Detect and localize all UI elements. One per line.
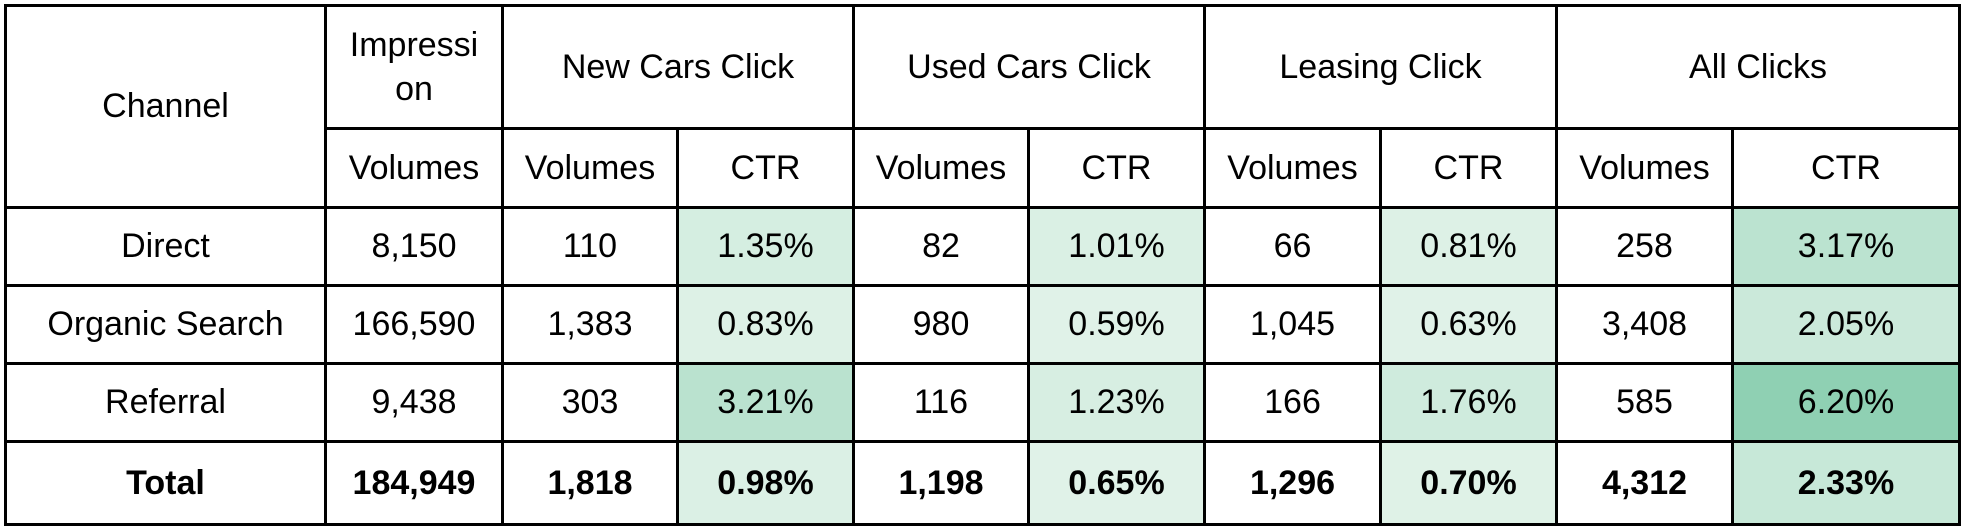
leasing-click-header: Leasing Click xyxy=(1203,4,1558,130)
new-cars-volumes-cell: 110 xyxy=(501,206,679,287)
table-row: Organic Search 166,590 1,383 0.83% 980 0.59% 1… xyxy=(4,284,1961,365)
table-row: Direct 8,150 110 1.35% 82 1.01% 66 0.81% 258 3.17… xyxy=(4,206,1961,287)
leasing-ctr-cell: 0.81% xyxy=(1379,206,1558,287)
channel-cell: Direct xyxy=(4,206,327,287)
all-clicks-ctr-cell: 2.05% xyxy=(1731,284,1961,365)
used-cars-volumes-cell: 82 xyxy=(852,206,1030,287)
new-cars-volumes-cell: 303 xyxy=(501,362,679,443)
used-cars-volumes-cell: 1,198 xyxy=(852,440,1030,526)
all-clicks-ctr-cell: 6.20% xyxy=(1731,362,1961,443)
new-cars-ctr-cell: 0.98% xyxy=(676,440,855,526)
leasing-volumes-cell: 166 xyxy=(1203,362,1382,443)
used-cars-volumes-cell: 116 xyxy=(852,362,1030,443)
channel-cell: Organic Search xyxy=(4,284,327,365)
used-cars-click-header: Used Cars Click xyxy=(852,4,1206,130)
used-cars-volumes-cell: 980 xyxy=(852,284,1030,365)
leasing-volumes-cell: 1,045 xyxy=(1203,284,1382,365)
leasing-ctr-cell: 0.70% xyxy=(1379,440,1558,526)
impression-cell: 184,949 xyxy=(324,440,504,526)
used-cars-ctr-cell: 0.59% xyxy=(1027,284,1206,365)
impression-header-line-1: Impressi xyxy=(349,26,479,64)
channel-cell: Referral xyxy=(4,362,327,443)
table-body: Direct 8,150 110 1.35% 82 1.01% 66 0.81% 258 3.17… xyxy=(4,206,1961,526)
all-clicks-ctr-cell: 2.33% xyxy=(1731,440,1961,526)
impression-header-line-2: on xyxy=(395,70,433,108)
used-cars-ctr-cell: 0.65% xyxy=(1027,440,1206,526)
new-cars-volumes-header: Volumes xyxy=(501,127,679,209)
impression-cell: 166,590 xyxy=(324,284,504,365)
impression-cell: 9,438 xyxy=(324,362,504,443)
used-cars-ctr-cell: 1.23% xyxy=(1027,362,1206,443)
impression-header: Impressi on xyxy=(324,4,504,130)
channel-cell: Total xyxy=(4,440,327,526)
used-cars-ctr-header: CTR xyxy=(1027,127,1206,209)
leasing-ctr-header: CTR xyxy=(1379,127,1558,209)
total-row: Total 184,949 1,818 0.98% 1,198 0.65% 1,296 0.7… xyxy=(4,440,1961,526)
impression-cell: 8,150 xyxy=(324,206,504,287)
all-clicks-volumes-cell: 3,408 xyxy=(1555,284,1734,365)
impression-volumes-header: Volumes xyxy=(324,127,504,209)
new-cars-volumes-cell: 1,383 xyxy=(501,284,679,365)
channel-ctr-table: Channel Impressi on New Cars Click Used … xyxy=(4,4,1961,526)
used-cars-ctr-cell: 1.01% xyxy=(1027,206,1206,287)
channel-header: Channel xyxy=(4,4,327,209)
leasing-ctr-cell: 0.63% xyxy=(1379,284,1558,365)
table-row: Referral 9,438 303 3.21% 116 1.23% 166 1.76% 585… xyxy=(4,362,1961,443)
new-cars-ctr-cell: 3.21% xyxy=(676,362,855,443)
all-clicks-volumes-header: Volumes xyxy=(1555,127,1734,209)
new-cars-ctr-cell: 0.83% xyxy=(676,284,855,365)
all-clicks-ctr-header: CTR xyxy=(1731,127,1961,209)
leasing-volumes-header: Volumes xyxy=(1203,127,1382,209)
leasing-ctr-cell: 1.76% xyxy=(1379,362,1558,443)
used-cars-volumes-header: Volumes xyxy=(852,127,1030,209)
new-cars-click-header: New Cars Click xyxy=(501,4,855,130)
leasing-volumes-cell: 1,296 xyxy=(1203,440,1382,526)
new-cars-ctr-cell: 1.35% xyxy=(676,206,855,287)
all-clicks-volumes-cell: 258 xyxy=(1555,206,1734,287)
all-clicks-header: All Clicks xyxy=(1555,4,1961,130)
all-clicks-volumes-cell: 4,312 xyxy=(1555,440,1734,526)
all-clicks-volumes-cell: 585 xyxy=(1555,362,1734,443)
leasing-volumes-cell: 66 xyxy=(1203,206,1382,287)
new-cars-ctr-header: CTR xyxy=(676,127,855,209)
all-clicks-ctr-cell: 3.17% xyxy=(1731,206,1961,287)
new-cars-volumes-cell: 1,818 xyxy=(501,440,679,526)
